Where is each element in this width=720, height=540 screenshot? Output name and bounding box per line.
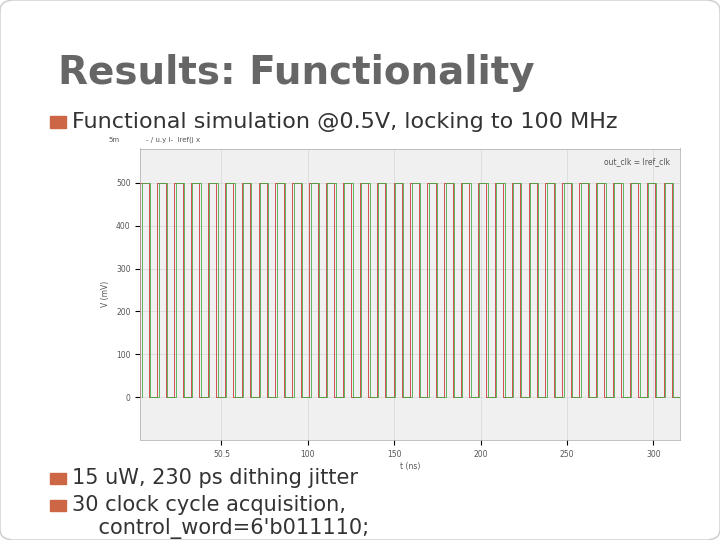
Text: control_word=6'b011110;: control_word=6'b011110; <box>72 518 369 538</box>
Text: 5m: 5m <box>108 137 119 143</box>
Bar <box>50 500 66 511</box>
Y-axis label: V (mV): V (mV) <box>102 281 110 307</box>
Bar <box>50 116 66 128</box>
Text: Results: Functionality: Results: Functionality <box>58 54 534 92</box>
Text: - / u.y l-  lref(j x: - / u.y l- lref(j x <box>145 136 200 143</box>
Bar <box>50 472 66 484</box>
Text: 15 uW, 230 ps dithing jitter: 15 uW, 230 ps dithing jitter <box>72 468 358 488</box>
Text: Functional simulation @0.5V, locking to 100 MHz: Functional simulation @0.5V, locking to … <box>72 111 618 132</box>
Text: t (ns): t (ns) <box>400 462 420 471</box>
Text: out_clk = lref_clk: out_clk = lref_clk <box>603 157 670 166</box>
Text: 30 clock cycle acquisition,: 30 clock cycle acquisition, <box>72 495 346 515</box>
